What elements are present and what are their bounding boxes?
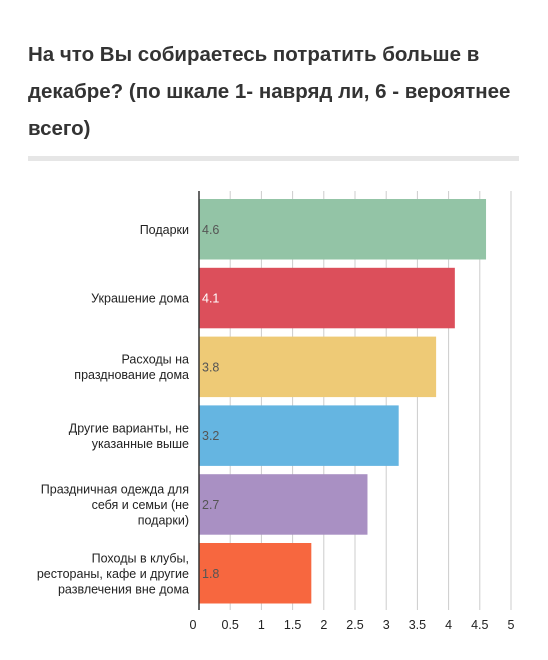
category-labels: Подарки Украшение дома Расходы напразднова… [37, 223, 189, 597]
x-tick-label: 3 [383, 618, 390, 632]
category-label: Походы в клубы, рестораны, кафе и другиер… [37, 551, 189, 596]
bar [199, 474, 368, 535]
bar [199, 336, 437, 398]
chart-title: На что Вы собираетесь потратить больше в… [28, 43, 511, 140]
bar-value-label: 4.6 [202, 223, 219, 237]
x-tick-label: 5 [508, 618, 515, 632]
x-axis-tick-labels: 0 0.5 1 1.5 2 2.5 3 3.5 4 4.5 5 [190, 618, 515, 632]
category-label-line: указанные выше [92, 437, 189, 451]
category-label-line: празднование дома [74, 368, 189, 382]
category-label-line: Праздничная одежда для [41, 482, 189, 496]
bars: 4.6 4.1 3.8 3.2 2.7 1.8 [199, 199, 487, 604]
category-label-line: рестораны, кафе и другие [37, 567, 189, 581]
category-label: Праздничная одежда для себя и семьи (непо… [41, 482, 189, 527]
category-label-line: себя и семьи (не [92, 498, 189, 512]
x-tick-label: 1 [258, 618, 265, 632]
bar [199, 199, 487, 260]
bar-value-label: 3.2 [202, 429, 219, 443]
x-tick-label: 3.5 [409, 618, 426, 632]
bar [199, 405, 399, 466]
bar-value-label: 4.1 [202, 292, 219, 306]
bar [199, 543, 312, 604]
category-label: Другие варианты, не указанные выше [69, 421, 189, 451]
gridlines [229, 191, 512, 610]
bar-value-label: 1.8 [202, 567, 219, 581]
x-tick-label: 1.5 [284, 618, 301, 632]
bar-value-label: 3.8 [202, 360, 219, 374]
category-label: Украшение дома [91, 292, 189, 306]
x-tick-label: 0.5 [222, 618, 239, 632]
bar-value-label: 2.7 [202, 498, 219, 512]
category-label-line: развлечения вне дома [58, 582, 189, 596]
category-label-line: Походы в клубы, [92, 551, 189, 565]
x-tick-label: 4 [445, 618, 452, 632]
category-label-line: подарки) [138, 513, 189, 527]
x-tick-label: 0 [190, 618, 197, 632]
category-label-line: Украшение дома [91, 292, 189, 306]
x-tick-label: 4.5 [471, 618, 488, 632]
category-label: Подарки [140, 223, 189, 237]
bar [199, 267, 455, 329]
x-tick-label: 2 [320, 618, 327, 632]
x-tick-label: 2.5 [346, 618, 363, 632]
title-divider [28, 156, 519, 161]
category-label-line: Другие варианты, не [69, 421, 189, 435]
category-label-line: Подарки [140, 223, 189, 237]
category-label-line: Расходы на [121, 353, 189, 367]
